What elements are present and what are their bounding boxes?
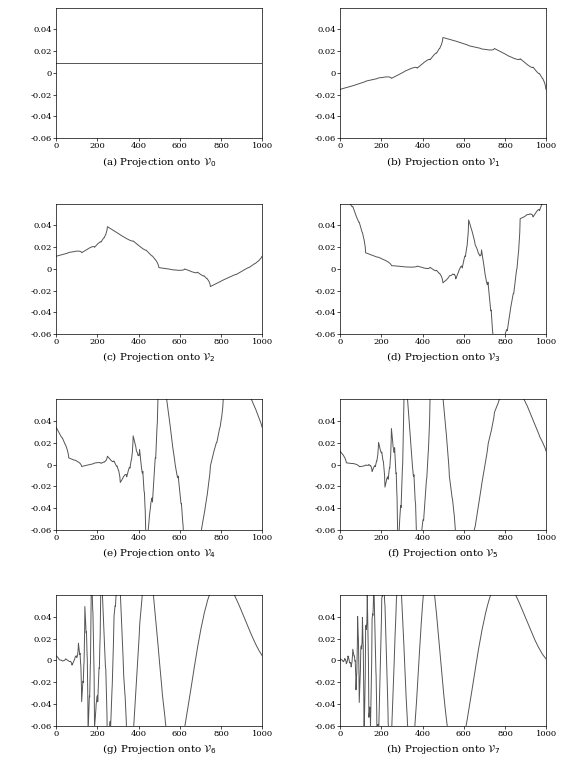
X-axis label: (g) Projection onto $\mathcal{V}_6$: (g) Projection onto $\mathcal{V}_6$ <box>102 742 217 756</box>
X-axis label: (c) Projection onto $\mathcal{V}_2$: (c) Projection onto $\mathcal{V}_2$ <box>102 350 216 364</box>
X-axis label: (f) Projection onto $\mathcal{V}_5$: (f) Projection onto $\mathcal{V}_5$ <box>387 546 499 560</box>
X-axis label: (d) Projection onto $\mathcal{V}_3$: (d) Projection onto $\mathcal{V}_3$ <box>386 350 501 364</box>
X-axis label: (a) Projection onto $\mathcal{V}_0$: (a) Projection onto $\mathcal{V}_0$ <box>102 154 216 168</box>
X-axis label: (e) Projection onto $\mathcal{V}_4$: (e) Projection onto $\mathcal{V}_4$ <box>102 546 216 560</box>
X-axis label: (b) Projection onto $\mathcal{V}_1$: (b) Projection onto $\mathcal{V}_1$ <box>386 154 501 168</box>
X-axis label: (h) Projection onto $\mathcal{V}_7$: (h) Projection onto $\mathcal{V}_7$ <box>386 742 501 756</box>
